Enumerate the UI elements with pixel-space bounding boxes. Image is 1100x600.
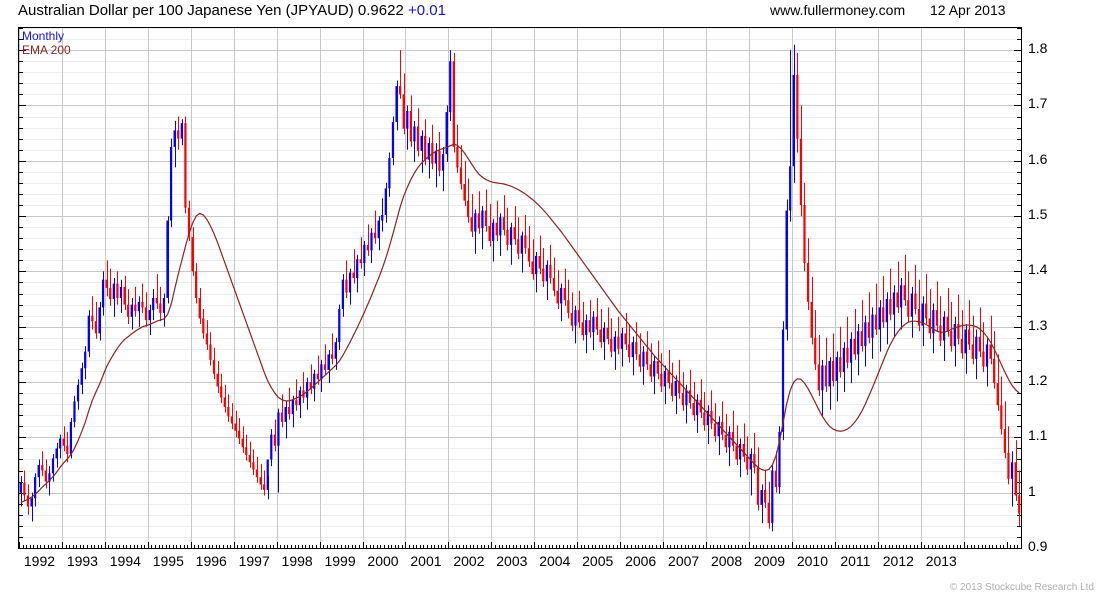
ema-200-line xyxy=(20,143,1020,504)
x-axis-tick-label: 1995 xyxy=(152,553,184,569)
x-axis-tick-label: 2005 xyxy=(582,553,614,569)
plot-area xyxy=(18,27,1022,549)
price-change: +0.01 xyxy=(407,2,446,19)
x-axis-tick-label: 2002 xyxy=(453,553,485,569)
x-axis-tick-label: 1999 xyxy=(324,553,356,569)
x-axis-tick-label: 2009 xyxy=(753,553,786,569)
x-axis-tick-label: 2012 xyxy=(882,553,914,569)
y-axis-tick-label: 1.1 xyxy=(1028,427,1048,444)
page-title: Australian Dollar per 100 Japanese Yen (… xyxy=(18,2,446,19)
y-axis-tick-label: 1.5 xyxy=(1028,206,1048,223)
y-axis-tick-label: 1.8 xyxy=(1028,40,1048,57)
legend-item-ema200: EMA 200 xyxy=(22,43,71,57)
instrument-title: Australian Dollar per 100 Japanese Yen (… xyxy=(18,2,404,19)
chart-date: 12 Apr 2013 xyxy=(930,2,1006,18)
source-website[interactable]: www.fullermoney.com xyxy=(770,2,906,18)
y-axis-tick-label: 1.2 xyxy=(1028,372,1048,389)
grid-lines xyxy=(19,28,1021,548)
x-axis-tick-label: 2010 xyxy=(796,553,829,569)
x-axis-tick-label: 2008 xyxy=(710,553,743,569)
chart-legend: Monthly EMA 200 xyxy=(22,29,71,57)
x-axis-tick-label: 1997 xyxy=(238,553,270,569)
x-axis-tick-label: 1994 xyxy=(109,553,141,569)
axis-ticks xyxy=(19,28,1021,548)
x-axis-tick-label: 2004 xyxy=(539,553,571,569)
x-axis-tick-label: 1996 xyxy=(195,553,227,569)
x-axis-tick-label: 2007 xyxy=(668,553,700,569)
x-axis-tick-label: 1998 xyxy=(281,553,313,569)
copyright-notice: © 2013 Stockcube Research Ltd xyxy=(949,582,1094,593)
x-axis-tick-label: 2001 xyxy=(410,553,442,569)
x-axis-tick-label: 1993 xyxy=(66,553,98,569)
y-axis-tick-label: 1.7 xyxy=(1028,95,1048,112)
x-axis-tick-label: 2011 xyxy=(840,553,871,569)
y-axis-tick-label: 0.9 xyxy=(1028,538,1048,554)
x-axis-tick-label: 2000 xyxy=(367,553,399,569)
legend-item-monthly: Monthly xyxy=(22,29,65,43)
x-axis-tick-label: 2013 xyxy=(925,553,957,569)
y-axis-tick-label: 1.6 xyxy=(1028,150,1048,167)
y-axis-tick-label: 1.4 xyxy=(1028,261,1048,278)
x-axis-tick-label: 1992 xyxy=(23,553,56,569)
y-axis-tick-label: 1 xyxy=(1028,482,1036,499)
chart-canvas xyxy=(19,28,1021,548)
x-axis-tick-label: 2006 xyxy=(625,553,657,569)
x-axis-tick-label: 2003 xyxy=(496,553,528,569)
chart-header: Australian Dollar per 100 Japanese Yen (… xyxy=(0,0,1100,24)
y-axis-tick-label: 1.3 xyxy=(1028,316,1048,333)
